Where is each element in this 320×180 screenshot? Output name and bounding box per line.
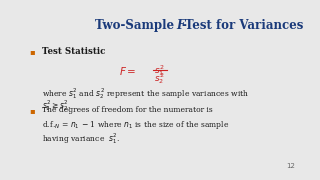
Text: $s_1^2 \geq s_2^2$.: $s_1^2 \geq s_2^2$. [42, 98, 71, 113]
Text: 12: 12 [286, 163, 295, 170]
Text: d.f.$_N$ = $n_1$ $-$ 1 where $n_1$ is the size of the sample: d.f.$_N$ = $n_1$ $-$ 1 where $n_1$ is th… [42, 118, 230, 130]
Text: Two-Sample: Two-Sample [95, 19, 179, 32]
Text: where $s_1^2$ and $s_2^2$ represent the sample variances with: where $s_1^2$ and $s_2^2$ represent the … [42, 86, 250, 101]
Text: F: F [176, 19, 185, 32]
Text: ▪: ▪ [29, 47, 35, 56]
Text: having variance  $s_1^2$.: having variance $s_1^2$. [42, 131, 120, 145]
Text: Test Statistic: Test Statistic [42, 47, 106, 56]
Text: -Test for Variances: -Test for Variances [182, 19, 303, 32]
Text: $s_1^2$: $s_1^2$ [154, 63, 164, 78]
Text: $\mathit{F}=$: $\mathit{F}=$ [119, 65, 136, 77]
Text: The degrees of freedom for the numerator is: The degrees of freedom for the numerator… [42, 106, 213, 114]
Text: ▪: ▪ [29, 106, 35, 115]
Text: $s_2^2$: $s_2^2$ [154, 71, 164, 86]
